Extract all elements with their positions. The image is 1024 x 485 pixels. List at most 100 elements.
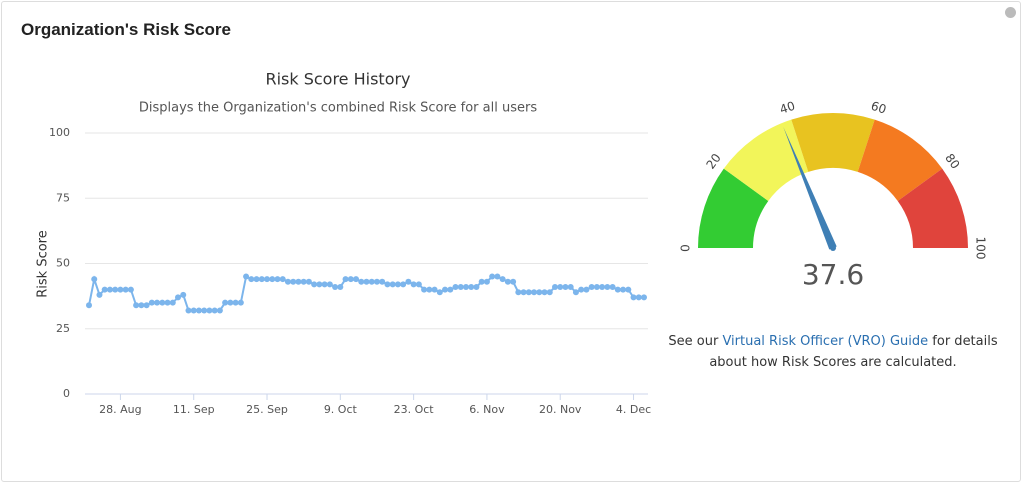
- gauge-band: [698, 168, 769, 248]
- data-point: [164, 299, 171, 306]
- data-point: [368, 278, 375, 285]
- gauge-pivot: [830, 245, 836, 251]
- gauge-tick-label: 100: [974, 237, 988, 260]
- data-point: [117, 286, 124, 293]
- data-point: [347, 276, 354, 283]
- data-point: [583, 286, 590, 293]
- data-point: [415, 281, 422, 288]
- data-point: [630, 294, 637, 301]
- data-point: [305, 278, 312, 285]
- data-point: [562, 283, 569, 290]
- x-tick-label: 4. Dec: [616, 403, 651, 416]
- data-point: [504, 278, 511, 285]
- card-title: Organization's Risk Score: [21, 20, 231, 39]
- data-point: [551, 283, 558, 290]
- data-point: [290, 278, 297, 285]
- data-point: [510, 278, 517, 285]
- data-point: [494, 273, 501, 280]
- data-point: [525, 289, 532, 296]
- data-point: [227, 299, 234, 306]
- data-point: [588, 283, 595, 290]
- gauge-tick-label: 80: [942, 151, 962, 172]
- data-point: [264, 276, 271, 283]
- guide-link[interactable]: Virtual Risk Officer (VRO) Guide: [722, 334, 929, 349]
- data-point: [201, 307, 208, 314]
- data-point: [148, 299, 155, 306]
- data-point: [190, 307, 197, 314]
- data-point: [483, 278, 490, 285]
- data-point: [536, 289, 543, 296]
- data-point: [258, 276, 265, 283]
- data-point: [499, 276, 506, 283]
- data-point: [311, 281, 318, 288]
- gauge-tick-label: 40: [778, 99, 797, 117]
- data-point: [127, 286, 134, 293]
- data-point: [353, 276, 360, 283]
- data-point: [567, 283, 574, 290]
- data-point: [384, 281, 391, 288]
- gauge-band: [791, 113, 875, 172]
- gauge-band: [857, 119, 943, 201]
- x-tick-label: 25. Sep: [246, 403, 288, 416]
- data-point: [489, 273, 496, 280]
- chart-title: Risk Score History: [265, 70, 410, 89]
- data-point: [316, 281, 323, 288]
- data-point: [447, 286, 454, 293]
- data-point: [557, 283, 564, 290]
- gauge-tick-label: 20: [704, 151, 724, 172]
- data-point: [394, 281, 401, 288]
- data-point: [442, 286, 449, 293]
- y-tick-label: 0: [63, 387, 70, 400]
- close-button[interactable]: [1005, 7, 1016, 18]
- data-point: [572, 289, 579, 296]
- data-point: [101, 286, 108, 293]
- data-point: [86, 302, 92, 309]
- data-point: [222, 299, 229, 306]
- data-point: [452, 283, 459, 290]
- x-tick-label: 28. Aug: [99, 403, 141, 416]
- data-point: [358, 278, 365, 285]
- data-point: [133, 302, 140, 309]
- data-point: [96, 291, 103, 298]
- y-tick-label: 25: [56, 322, 70, 335]
- x-tick-label: 9. Oct: [324, 403, 358, 416]
- data-point: [614, 286, 621, 293]
- data-point: [185, 307, 192, 314]
- data-point: [515, 289, 522, 296]
- data-point: [143, 302, 150, 309]
- data-point: [300, 278, 307, 285]
- data-point: [154, 299, 161, 306]
- data-point: [604, 283, 611, 290]
- data-point: [531, 289, 538, 296]
- gauge-value: 37.6: [802, 258, 864, 291]
- data-point: [248, 276, 255, 283]
- data-point: [342, 276, 349, 283]
- data-point: [332, 283, 339, 290]
- x-tick-label: 6. Nov: [469, 403, 505, 416]
- note-text: See our: [668, 334, 723, 349]
- data-point: [593, 283, 600, 290]
- data-point: [284, 278, 291, 285]
- data-point: [91, 276, 98, 283]
- data-point: [206, 307, 213, 314]
- data-point: [468, 283, 475, 290]
- x-tick-label: 20. Nov: [539, 403, 582, 416]
- data-point: [243, 273, 250, 280]
- data-point: [473, 283, 480, 290]
- gauge-tick-label: 60: [869, 99, 888, 117]
- data-point: [546, 289, 553, 296]
- data-point: [363, 278, 370, 285]
- chart-subtitle: Displays the Organization's combined Ris…: [139, 101, 537, 116]
- data-point: [159, 299, 166, 306]
- data-point: [180, 291, 187, 298]
- data-point: [599, 283, 606, 290]
- data-point: [421, 286, 428, 293]
- data-point: [274, 276, 281, 283]
- data-point: [389, 281, 396, 288]
- data-point: [478, 278, 485, 285]
- gauge-needle: [783, 126, 837, 250]
- data-point: [326, 281, 333, 288]
- data-point: [625, 286, 632, 293]
